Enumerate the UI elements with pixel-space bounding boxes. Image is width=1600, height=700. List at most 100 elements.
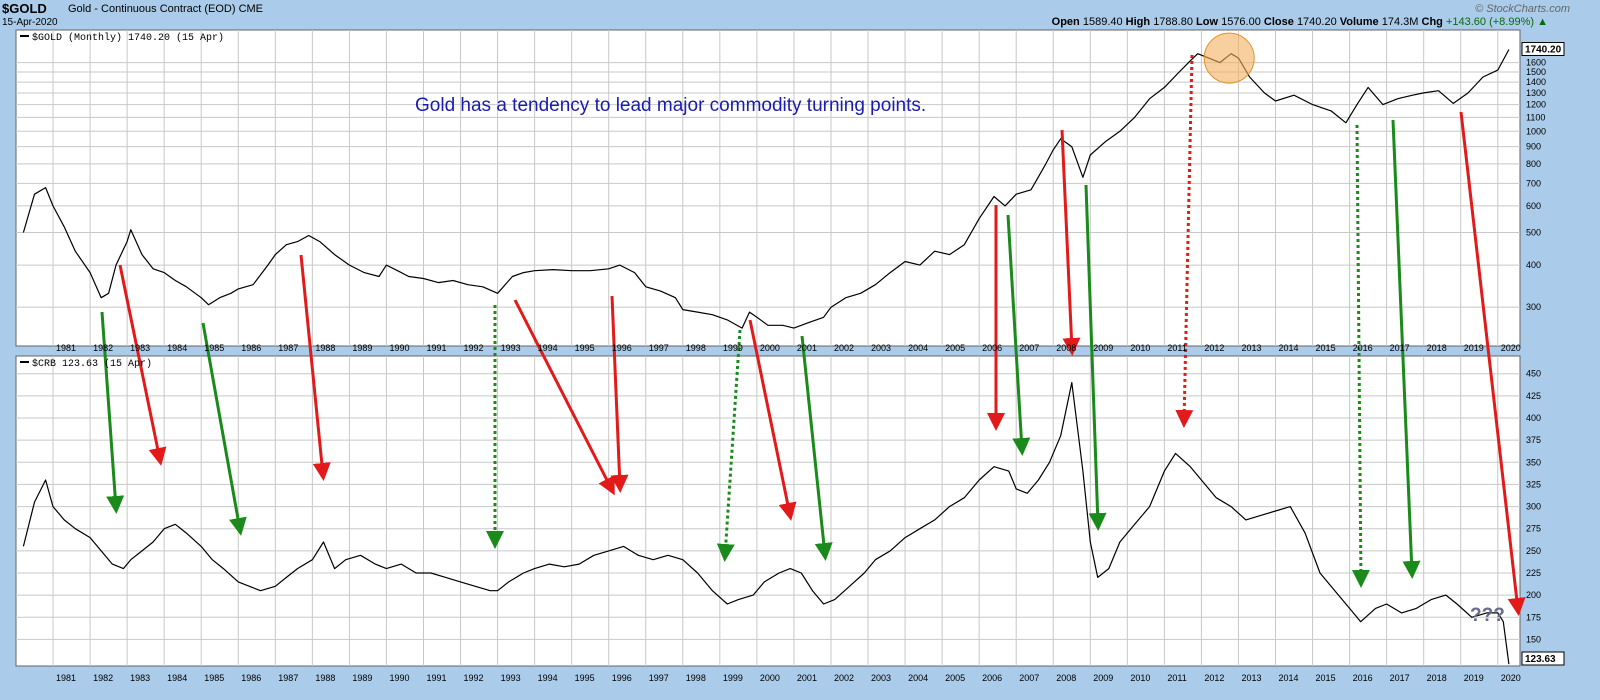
gold-x-tick-label: 2008 bbox=[1056, 343, 1076, 353]
crb-y-tick-label: 325 bbox=[1526, 479, 1541, 489]
crb-x-tick-label: 2003 bbox=[871, 673, 891, 683]
green-lead-arrow bbox=[716, 329, 742, 562]
crb-y-tick-label: 275 bbox=[1526, 524, 1541, 534]
gold-y-tick-label: 400 bbox=[1526, 260, 1541, 270]
gold-x-tick-label: 2009 bbox=[1093, 343, 1113, 353]
crb-last-value-box bbox=[1521, 651, 1565, 666]
gold-y-tick-label: 1300 bbox=[1526, 88, 1546, 98]
crb-x-tick-label: 2009 bbox=[1093, 673, 1113, 683]
gold-plot-area bbox=[15, 29, 1521, 347]
crb-y-tick-label: 375 bbox=[1526, 435, 1541, 445]
crb-index-line bbox=[22, 382, 1510, 665]
crb-x-tick-label: 1989 bbox=[352, 673, 372, 683]
chg-label: Chg bbox=[1421, 16, 1443, 28]
close-label: Close bbox=[1263, 16, 1294, 28]
chart-header: $GOLD Gold - Continuous Contract (EOD) C… bbox=[0, 0, 1600, 30]
crb-x-tick-label: 1983 bbox=[130, 673, 150, 683]
crb-x-tick-label: 1997 bbox=[649, 673, 669, 683]
gold-x-tick-label: 1987 bbox=[278, 343, 298, 353]
gold-y-tick-label: 800 bbox=[1526, 159, 1541, 169]
gold-x-tick-label: 2019 bbox=[1464, 343, 1484, 353]
crb-x-tick-label: 1987 bbox=[278, 673, 298, 683]
green-lead-arrow bbox=[800, 335, 833, 561]
crb-y-tick-label: 225 bbox=[1526, 568, 1541, 578]
gold-x-tick-label: 2016 bbox=[1353, 343, 1373, 353]
crb-last-value: 123.63 bbox=[1525, 654, 1556, 665]
crb-x-tick-label: 2007 bbox=[1019, 673, 1039, 683]
crb-x-tick-label: 1982 bbox=[93, 673, 113, 683]
low-value: 1576.00 bbox=[1221, 16, 1261, 28]
crb-x-tick-label: 1984 bbox=[167, 673, 187, 683]
crb-y-tick-label: 450 bbox=[1526, 369, 1541, 379]
gold-x-tick-label: 1983 bbox=[130, 343, 150, 353]
gold-x-tick-label: 1999 bbox=[723, 343, 743, 353]
crb-x-tick-label: 2004 bbox=[908, 673, 928, 683]
gold-x-tick-label: 2015 bbox=[1316, 343, 1336, 353]
crb-x-tick-label: 2016 bbox=[1353, 673, 1373, 683]
crb-x-tick-label: 2005 bbox=[945, 673, 965, 683]
gold-x-tick-label: 2006 bbox=[982, 343, 1002, 353]
high-label: High bbox=[1125, 16, 1151, 28]
gold-last-value-box bbox=[1521, 42, 1565, 57]
gold-y-tick-label: 500 bbox=[1526, 228, 1541, 238]
gold-x-tick-label: 2005 bbox=[945, 343, 965, 353]
symbol-label: $GOLD bbox=[2, 1, 47, 16]
crb-x-tick-label: 1992 bbox=[464, 673, 484, 683]
chg-value: +143.60 (+8.99%) bbox=[1445, 16, 1535, 28]
crb-x-tick-label: 2018 bbox=[1427, 673, 1447, 683]
crb-legend: $CRB 123.63 (15 Apr) bbox=[32, 358, 152, 370]
crb-x-tick-label: 2008 bbox=[1056, 673, 1076, 683]
volume-value: 174.3M bbox=[1381, 16, 1419, 28]
crb-x-tick-label: 2002 bbox=[834, 673, 854, 683]
crb-x-tick-label: 2013 bbox=[1241, 673, 1261, 683]
red-lead-arrow bbox=[748, 319, 797, 521]
crb-y-tick-label: 150 bbox=[1526, 634, 1541, 644]
crb-x-tick-label: 2000 bbox=[760, 673, 780, 683]
volume-label: Volume bbox=[1339, 16, 1379, 28]
red-lead-arrow bbox=[1175, 54, 1194, 428]
crb-x-tick-label: 1993 bbox=[501, 673, 521, 683]
symbol-description: Gold - Continuous Contract (EOD) CME bbox=[68, 3, 263, 15]
gold-x-tick-label: 1992 bbox=[464, 343, 484, 353]
gold-x-tick-label: 1984 bbox=[167, 343, 187, 353]
gold-x-tick-label: 1986 bbox=[241, 343, 261, 353]
green-lead-arrow bbox=[1006, 214, 1031, 456]
crb-x-tick-label: 2017 bbox=[1390, 673, 1410, 683]
crb-x-tick-label: 1995 bbox=[575, 673, 595, 683]
crb-x-tick-label: 1998 bbox=[686, 673, 706, 683]
green-lead-arrow bbox=[100, 311, 125, 514]
crb-x-tick-label: 2011 bbox=[1167, 673, 1186, 683]
gold-x-tick-label: 1995 bbox=[575, 343, 595, 353]
gold-x-tick-label: 2014 bbox=[1279, 343, 1299, 353]
crb-y-tick-label: 425 bbox=[1526, 391, 1541, 401]
gold-x-tick-label: 2020 bbox=[1501, 343, 1521, 353]
close-value: 1740.20 bbox=[1296, 16, 1337, 28]
crb-y-tick-label: 250 bbox=[1526, 546, 1541, 556]
gold-y-tick-label: 1200 bbox=[1526, 100, 1546, 110]
gold-y-tick-label: 1600 bbox=[1526, 58, 1546, 68]
chart-date: 15-Apr-2020 bbox=[2, 17, 58, 28]
gold-y-tick-label: 600 bbox=[1526, 201, 1541, 211]
crb-x-tick-label: 2015 bbox=[1316, 673, 1336, 683]
gold-y-tick-label: 300 bbox=[1526, 302, 1541, 312]
gold-x-tick-label: 2001 bbox=[797, 343, 817, 353]
high-value: 1788.80 bbox=[1153, 16, 1193, 28]
crb-x-tick-label: 2020 bbox=[1501, 673, 1521, 683]
green-lead-arrow bbox=[201, 322, 247, 536]
gold-x-tick-label: 2007 bbox=[1019, 343, 1039, 353]
gold-y-tick-label: 1000 bbox=[1526, 126, 1546, 136]
crb-y-tick-label: 200 bbox=[1526, 590, 1541, 600]
crb-x-tick-label: 1986 bbox=[241, 673, 261, 683]
crb-x-tick-label: 1996 bbox=[612, 673, 632, 683]
crb-x-tick-label: 2012 bbox=[1204, 673, 1224, 683]
gold-x-tick-label: 2010 bbox=[1130, 343, 1150, 353]
gold-x-tick-label: 2017 bbox=[1390, 343, 1410, 353]
gold-x-tick-label: 2012 bbox=[1204, 343, 1224, 353]
red-lead-arrow bbox=[299, 254, 331, 481]
gold-y-tick-label: 1400 bbox=[1526, 77, 1546, 87]
gold-x-tick-label: 1985 bbox=[204, 343, 224, 353]
gold-x-tick-label: 2003 bbox=[871, 343, 891, 353]
description-text: Gold - Continuous Contract (EOD) bbox=[68, 3, 236, 15]
gold-x-tick-label: 1998 bbox=[686, 343, 706, 353]
gold-x-tick-label: 1994 bbox=[538, 343, 558, 353]
